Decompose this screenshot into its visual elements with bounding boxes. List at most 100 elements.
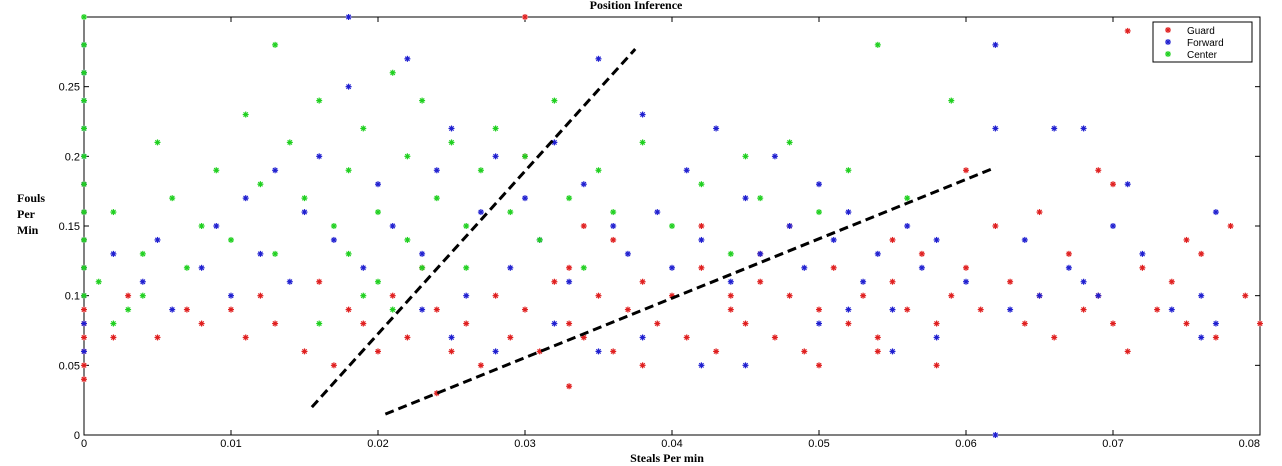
point-forward (1021, 236, 1028, 243)
point-forward (345, 83, 352, 90)
point-center (81, 292, 87, 299)
point-center (81, 153, 87, 160)
x-tick-label: 0.08 (1239, 438, 1260, 450)
point-center (183, 264, 190, 271)
point-forward (1198, 292, 1205, 299)
point-guard (1007, 278, 1014, 285)
point-forward (669, 264, 675, 271)
point-guard (918, 250, 925, 257)
point-center (81, 41, 87, 48)
point-guard (492, 292, 499, 299)
point-forward (1036, 292, 1043, 299)
point-guard (1154, 306, 1161, 313)
point-forward (522, 195, 528, 202)
point-forward (419, 250, 426, 257)
point-forward (1139, 250, 1146, 257)
point-center (242, 111, 249, 118)
x-tick-label: 0.07 (1102, 438, 1123, 450)
point-center (169, 195, 176, 202)
point-forward (551, 320, 558, 327)
point-forward (816, 320, 822, 327)
legend-label-guard: Guard (1187, 26, 1215, 37)
point-forward (375, 181, 381, 188)
point-guard (1227, 223, 1234, 229)
point-guard (1124, 348, 1131, 355)
point-guard (830, 264, 837, 271)
point-forward (81, 320, 87, 327)
y-tick-label: 0.15 (59, 221, 80, 233)
legend-marker-center (1165, 51, 1171, 57)
point-guard (522, 14, 528, 20)
point-guard (316, 278, 323, 285)
point-guard (727, 292, 734, 299)
y-tick-label: 0 (74, 430, 80, 442)
point-guard (463, 320, 470, 327)
point-forward (213, 223, 220, 229)
point-forward (1124, 181, 1131, 188)
point-center (154, 139, 161, 146)
point-forward (992, 125, 999, 132)
y-tick-label: 0.1 (65, 291, 80, 303)
point-forward (81, 348, 87, 355)
x-tick-label: 0.04 (661, 438, 682, 450)
point-forward (933, 334, 940, 341)
point-forward (433, 167, 440, 174)
point-guard (1051, 334, 1058, 341)
point-guard (1257, 320, 1263, 327)
point-forward (801, 264, 808, 271)
dashed-boundaries (310, 48, 996, 416)
point-center (228, 236, 234, 243)
point-forward (169, 306, 176, 313)
point-guard (698, 223, 705, 229)
point-forward (639, 334, 646, 341)
point-guard (375, 348, 381, 355)
x-tick-label: 0.02 (367, 438, 388, 450)
point-guard (433, 306, 440, 313)
point-center (81, 69, 87, 76)
point-center (419, 264, 426, 271)
point-guard (801, 348, 808, 355)
point-guard (757, 278, 764, 285)
point-guard (948, 292, 955, 299)
point-guard (1036, 209, 1043, 216)
point-center (375, 278, 381, 285)
point-center (669, 223, 675, 229)
point-forward (566, 278, 573, 285)
point-guard (639, 362, 646, 369)
point-center (904, 195, 911, 202)
point-center (477, 167, 484, 174)
dashed-boundary-line (310, 48, 637, 409)
point-guard (639, 278, 646, 285)
point-center (463, 264, 470, 271)
point-forward (624, 250, 631, 257)
point-forward (963, 278, 969, 285)
point-guard (1110, 320, 1116, 327)
point-forward (330, 236, 337, 243)
axis-ticks: 0 0.01 0.02 0.03 0.04 0.05 0.06 0.07 0.08 0 0.05 0.… (59, 17, 1261, 450)
point-guard (1168, 278, 1175, 285)
point-guard (1080, 306, 1087, 313)
point-guard (727, 306, 734, 313)
point-forward (1095, 292, 1102, 299)
point-center (816, 209, 822, 216)
point-forward (727, 278, 734, 285)
x-tick-label: 0.05 (808, 438, 829, 450)
point-forward (580, 181, 587, 188)
legend-label-forward: Forward (1187, 38, 1224, 49)
point-center (81, 14, 87, 20)
point-guard (610, 236, 617, 243)
point-guard (977, 306, 984, 313)
point-forward (918, 264, 925, 271)
point-forward (257, 250, 264, 257)
point-guard (683, 334, 690, 341)
point-forward (698, 362, 705, 369)
point-guard (1110, 181, 1116, 188)
point-forward (845, 209, 852, 216)
point-center (81, 264, 87, 271)
point-center (95, 278, 102, 285)
point-center (404, 236, 411, 243)
point-guard (654, 320, 661, 327)
point-guard (404, 334, 411, 341)
point-forward (1110, 223, 1116, 229)
point-center (139, 292, 146, 299)
